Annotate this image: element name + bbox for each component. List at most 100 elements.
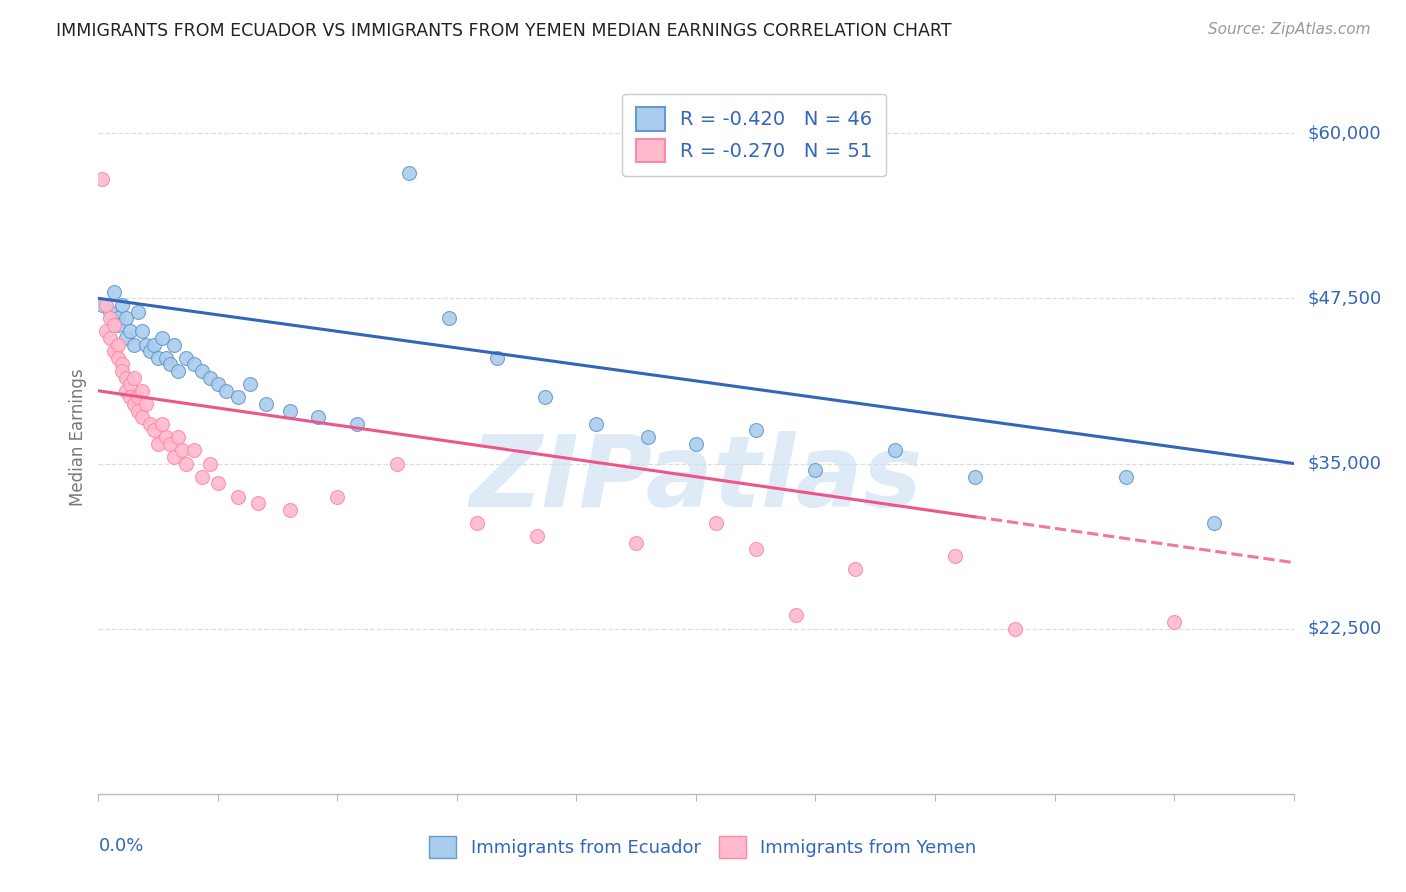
Point xyxy=(191,364,214,378)
Point xyxy=(485,351,508,365)
Point xyxy=(120,324,142,338)
Point xyxy=(385,457,409,471)
Point xyxy=(163,450,186,464)
Point xyxy=(159,358,181,372)
Point xyxy=(135,397,157,411)
Point xyxy=(103,344,125,359)
Point xyxy=(91,298,114,312)
Point xyxy=(183,358,205,372)
Point xyxy=(98,304,122,318)
Text: $22,500: $22,500 xyxy=(1308,620,1382,638)
Point xyxy=(131,384,153,398)
Point xyxy=(437,311,460,326)
Point xyxy=(844,562,866,576)
Point xyxy=(226,490,249,504)
Point xyxy=(148,436,170,450)
Point xyxy=(704,516,727,530)
Point xyxy=(198,457,221,471)
Point xyxy=(124,337,146,351)
Point xyxy=(155,351,177,365)
Point xyxy=(120,377,142,392)
Point xyxy=(174,457,197,471)
Point xyxy=(96,298,118,312)
Point xyxy=(143,424,166,438)
Point xyxy=(163,337,186,351)
Point xyxy=(139,344,162,359)
Legend: Immigrants from Ecuador, Immigrants from Yemen: Immigrants from Ecuador, Immigrants from… xyxy=(422,829,984,865)
Y-axis label: Median Earnings: Median Earnings xyxy=(69,368,87,506)
Point xyxy=(148,351,170,365)
Point xyxy=(626,536,648,550)
Point xyxy=(98,331,122,345)
Point xyxy=(465,516,488,530)
Point xyxy=(174,351,197,365)
Point xyxy=(246,496,269,510)
Point xyxy=(103,318,125,332)
Point xyxy=(307,410,329,425)
Point xyxy=(111,364,134,378)
Text: $35,000: $35,000 xyxy=(1308,455,1382,473)
Point xyxy=(111,298,134,312)
Point xyxy=(346,417,368,431)
Point xyxy=(107,318,129,332)
Point xyxy=(1202,516,1225,530)
Point xyxy=(526,529,548,543)
Point xyxy=(98,311,122,326)
Point xyxy=(131,410,153,425)
Point xyxy=(124,370,146,384)
Point xyxy=(884,443,907,458)
Point xyxy=(637,430,659,444)
Point xyxy=(685,436,707,450)
Point xyxy=(120,391,142,405)
Point xyxy=(183,443,205,458)
Text: Source: ZipAtlas.com: Source: ZipAtlas.com xyxy=(1208,22,1371,37)
Text: ZIPatlas: ZIPatlas xyxy=(470,432,922,528)
Point xyxy=(131,324,153,338)
Point xyxy=(107,311,129,326)
Point xyxy=(533,391,555,405)
Point xyxy=(135,337,157,351)
Point xyxy=(226,391,249,405)
Point xyxy=(804,463,827,477)
Point xyxy=(215,384,238,398)
Text: 0.0%: 0.0% xyxy=(98,837,143,855)
Point xyxy=(172,443,194,458)
Point xyxy=(139,417,162,431)
Point xyxy=(115,311,138,326)
Point xyxy=(127,391,149,405)
Point xyxy=(111,358,134,372)
Point xyxy=(150,417,173,431)
Text: $47,500: $47,500 xyxy=(1308,289,1382,308)
Point xyxy=(127,304,149,318)
Point xyxy=(207,377,229,392)
Point xyxy=(745,424,768,438)
Point xyxy=(198,370,221,384)
Point xyxy=(943,549,966,563)
Point xyxy=(254,397,277,411)
Point xyxy=(127,403,149,417)
Point xyxy=(167,364,190,378)
Point xyxy=(143,337,166,351)
Point xyxy=(278,403,301,417)
Point xyxy=(115,384,138,398)
Point xyxy=(207,476,229,491)
Point xyxy=(239,377,262,392)
Point xyxy=(191,469,214,483)
Point xyxy=(585,417,607,431)
Point xyxy=(278,502,301,516)
Point xyxy=(785,608,807,623)
Point xyxy=(107,351,129,365)
Point xyxy=(96,324,118,338)
Text: $60,000: $60,000 xyxy=(1308,124,1382,142)
Point xyxy=(115,331,138,345)
Point xyxy=(124,397,146,411)
Point xyxy=(159,436,181,450)
Point xyxy=(150,331,173,345)
Point xyxy=(155,430,177,444)
Point xyxy=(1004,622,1026,636)
Point xyxy=(326,490,349,504)
Text: IMMIGRANTS FROM ECUADOR VS IMMIGRANTS FROM YEMEN MEDIAN EARNINGS CORRELATION CHA: IMMIGRANTS FROM ECUADOR VS IMMIGRANTS FR… xyxy=(56,22,952,40)
Point xyxy=(91,172,114,186)
Point xyxy=(1115,469,1137,483)
Point xyxy=(103,285,125,299)
